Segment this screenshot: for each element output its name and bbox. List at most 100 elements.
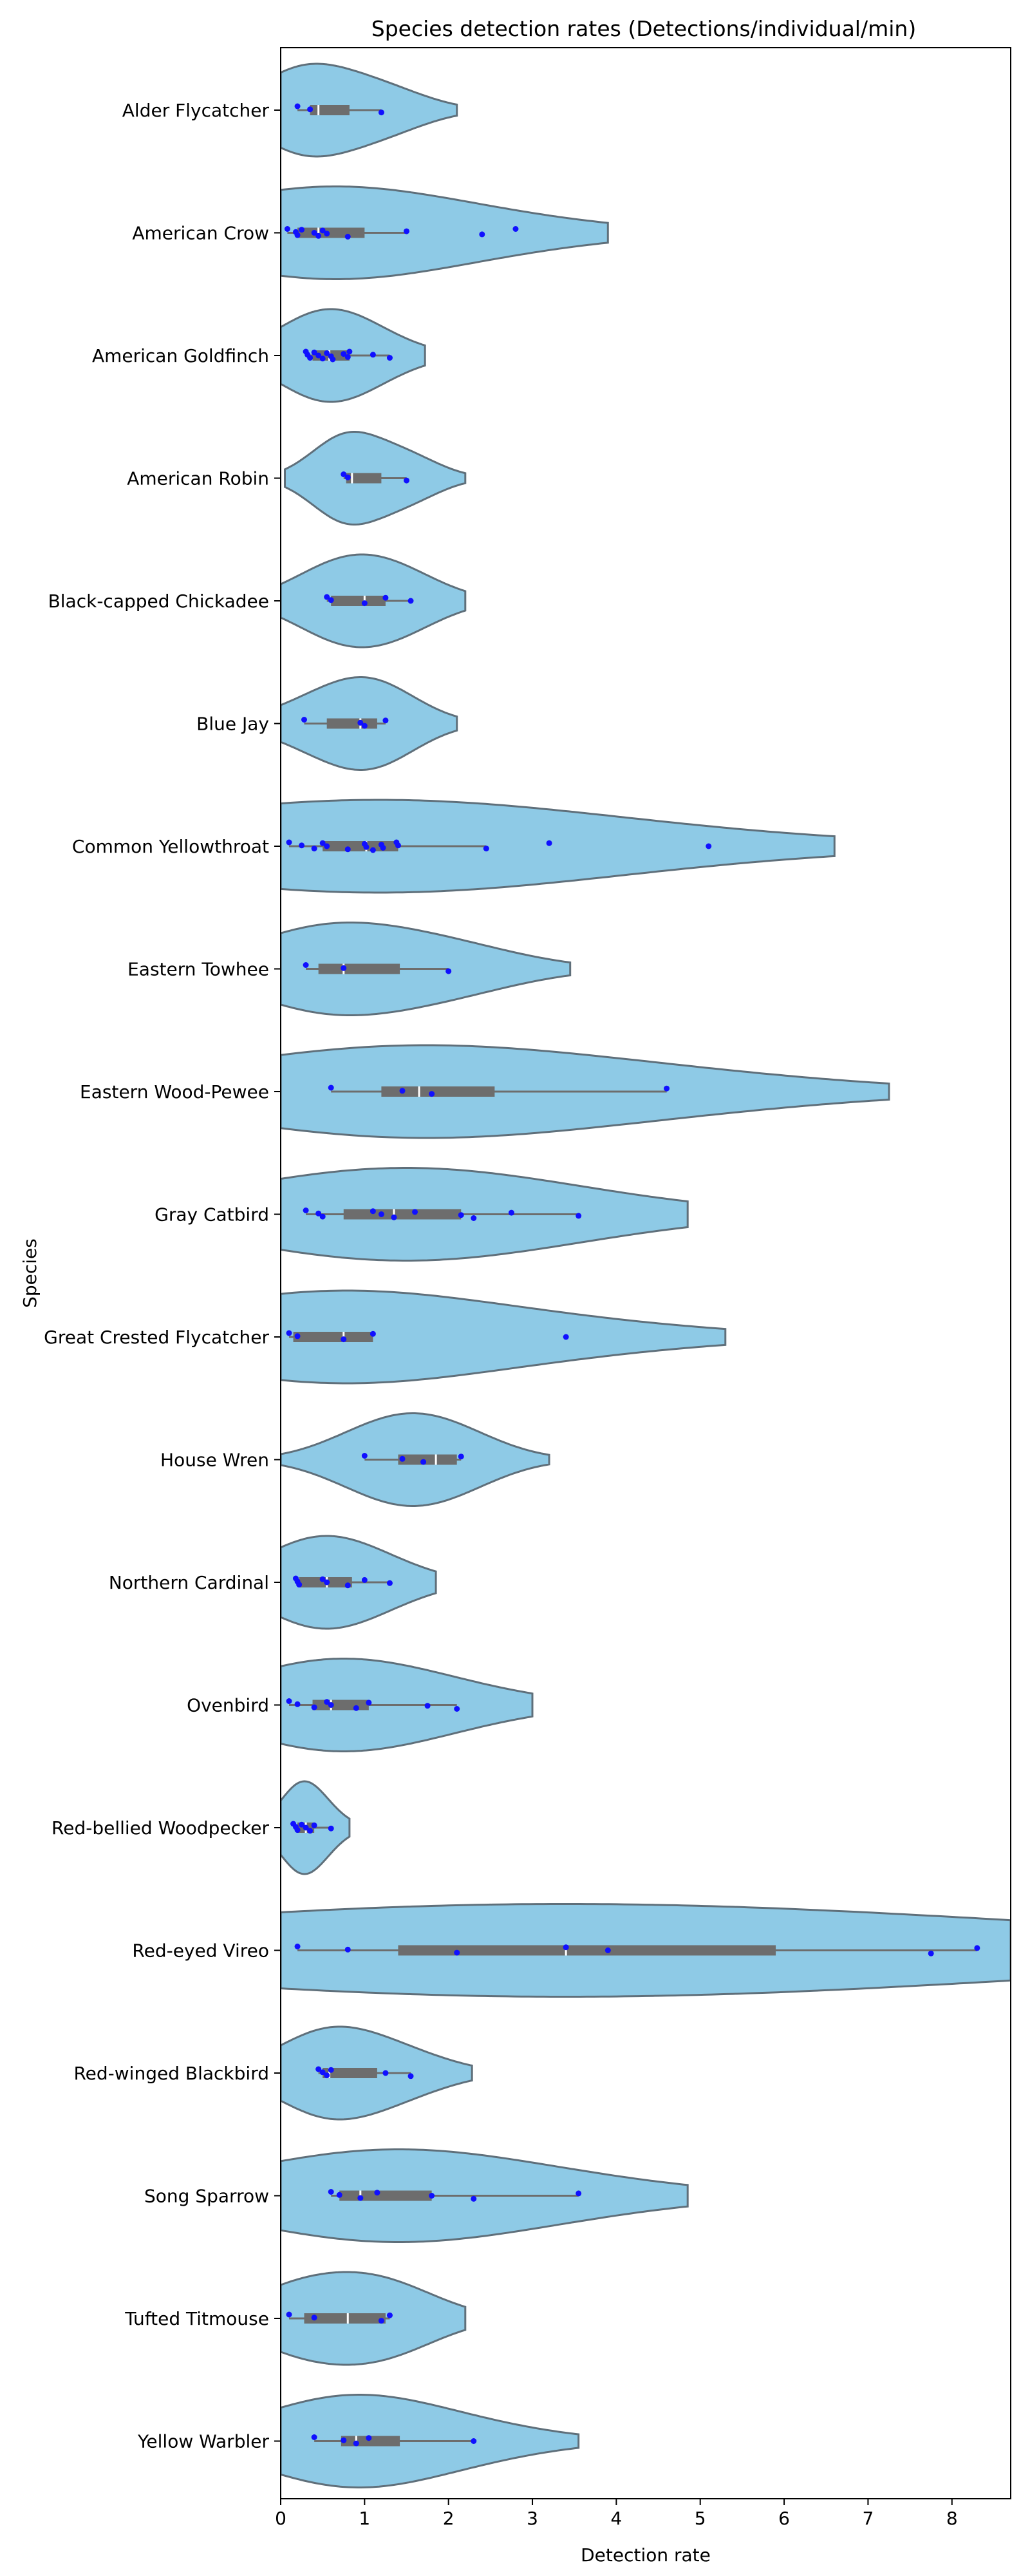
- x-tick-label-3: 3: [527, 2508, 538, 2529]
- data-point-17-2: [357, 2195, 364, 2201]
- data-point-15-1: [344, 1946, 351, 1953]
- data-point-9-5: [391, 1214, 397, 1220]
- data-point-14-2: [294, 1827, 301, 1833]
- data-point-10-2: [341, 1336, 347, 1343]
- data-point-10-3: [370, 1331, 376, 1337]
- x-tick-label-5: 5: [695, 2508, 706, 2529]
- data-point-4-1: [328, 597, 334, 603]
- iqr-box-13: [312, 1700, 369, 1710]
- data-point-16-3: [328, 2067, 334, 2073]
- data-point-1-4: [311, 230, 317, 236]
- data-point-11-1: [399, 1455, 406, 1462]
- data-point-11-3: [458, 1454, 464, 1460]
- data-point-1-11: [512, 226, 519, 232]
- data-point-15-6: [974, 1945, 980, 1951]
- iqr-box-11: [398, 1454, 457, 1465]
- violin-6: [281, 799, 836, 894]
- data-point-0-0: [294, 103, 301, 109]
- data-point-9-9: [508, 1209, 514, 1216]
- data-point-16-1: [319, 2069, 326, 2076]
- data-point-18-0: [286, 2311, 292, 2318]
- x-tick-label-1: 1: [359, 2508, 370, 2529]
- data-point-13-0: [286, 1698, 292, 1704]
- data-point-6-0: [286, 839, 292, 846]
- data-point-15-2: [454, 1949, 460, 1956]
- data-point-6-5: [344, 846, 351, 853]
- data-point-13-8: [454, 1706, 460, 1712]
- data-point-1-2: [294, 232, 301, 238]
- data-point-2-9: [341, 351, 347, 357]
- data-point-3-0: [341, 471, 347, 477]
- iqr-box-4: [331, 596, 386, 606]
- data-point-17-6: [576, 2190, 582, 2197]
- y-tick-label-5: Blue Jay: [196, 714, 269, 735]
- data-point-1-8: [344, 234, 351, 240]
- data-point-1-5: [315, 232, 322, 239]
- data-point-1-0: [284, 226, 290, 232]
- data-point-2-5: [319, 355, 326, 362]
- data-point-16-4: [382, 2070, 389, 2076]
- x-tick-label-0: 0: [275, 2508, 286, 2529]
- data-point-9-8: [471, 1215, 477, 1221]
- y-tick-label-15: Red-eyed Vireo: [132, 1940, 269, 1962]
- data-point-6-4: [324, 843, 330, 849]
- data-point-13-5: [353, 1705, 359, 1711]
- data-point-11-2: [420, 1459, 427, 1465]
- data-point-9-2: [319, 1213, 326, 1220]
- x-axis: 0 1 2 3 4 5 6 7 8: [275, 2499, 958, 2529]
- iqr-box-17: [339, 2190, 432, 2201]
- data-point-0-2: [378, 109, 384, 116]
- data-point-6-2: [311, 846, 317, 852]
- x-axis-label: Detection rate: [581, 2544, 711, 2566]
- data-point-9-0: [303, 1208, 309, 1213]
- data-point-3-1: [344, 474, 351, 480]
- iqr-box-1: [297, 227, 365, 238]
- data-point-18-1: [311, 2315, 317, 2321]
- data-point-4-4: [407, 598, 414, 604]
- data-point-9-10: [576, 1213, 582, 1219]
- data-point-17-1: [336, 2192, 342, 2198]
- data-point-17-4: [429, 2193, 435, 2199]
- y-tick-label-2: American Goldfinch: [92, 345, 269, 366]
- data-point-15-0: [294, 1944, 301, 1949]
- data-point-6-14: [546, 840, 552, 846]
- data-point-19-4: [471, 2438, 477, 2444]
- data-point-2-8: [330, 356, 336, 363]
- y-tick-label-9: Gray Catbird: [154, 1204, 269, 1226]
- data-point-2-6: [324, 350, 330, 356]
- data-point-6-15: [706, 843, 712, 849]
- y-tick-label-0: Alder Flycatcher: [122, 100, 270, 121]
- data-point-9-1: [315, 1210, 322, 1217]
- iqr-box-15: [398, 1945, 776, 1956]
- y-axis-label: Species: [19, 1238, 41, 1308]
- x-tick-label-8: 8: [946, 2508, 958, 2529]
- data-point-14-6: [311, 1822, 317, 1828]
- data-point-9-4: [378, 1211, 384, 1217]
- y-tick-label-10: Great Crested Flycatcher: [44, 1327, 269, 1348]
- iqr-box-0: [310, 105, 350, 115]
- data-point-2-12: [370, 352, 376, 358]
- data-point-19-3: [366, 2435, 372, 2441]
- y-axis: Alder Flycatcher American Crow American Go…: [44, 100, 281, 2452]
- iqr-box-7: [318, 963, 400, 974]
- data-point-7-1: [341, 965, 347, 971]
- iqr-box-10: [293, 1332, 373, 1342]
- data-point-17-0: [328, 2189, 334, 2195]
- x-tick-label-4: 4: [610, 2508, 622, 2529]
- data-point-10-0: [286, 1330, 292, 1336]
- data-point-17-3: [374, 2190, 380, 2196]
- y-tick-label-3: American Robin: [127, 468, 269, 489]
- data-point-10-4: [563, 1334, 569, 1340]
- data-point-7-0: [303, 962, 309, 968]
- data-point-12-2: [296, 1582, 303, 1588]
- data-point-14-4: [303, 1824, 309, 1831]
- data-point-6-12: [395, 842, 401, 849]
- data-point-13-4: [328, 1702, 334, 1708]
- x-tick-label-7: 7: [862, 2508, 874, 2529]
- plot-area: [281, 62, 1011, 2488]
- data-point-19-1: [341, 2437, 347, 2443]
- data-point-1-6: [319, 227, 326, 234]
- data-point-13-7: [424, 1703, 431, 1709]
- data-point-15-4: [604, 1947, 611, 1953]
- data-point-19-2: [353, 2440, 359, 2447]
